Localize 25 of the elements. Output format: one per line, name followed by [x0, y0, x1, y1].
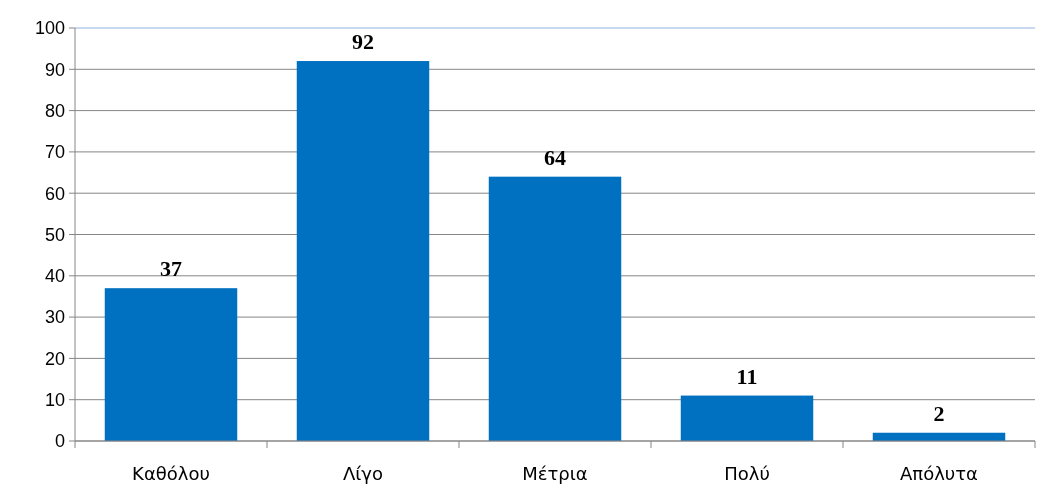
x-tick-label: Πολύ	[724, 463, 770, 484]
x-tick-label: Μέτρια	[522, 463, 588, 484]
data-label: 11	[736, 363, 758, 389]
y-tick-label: 60	[44, 183, 65, 204]
data-label: 2	[933, 400, 945, 426]
data-label: 64	[544, 144, 566, 170]
bar	[488, 176, 622, 441]
y-tick-label: 50	[44, 224, 65, 245]
y-tick-label: 90	[44, 59, 65, 80]
y-tick-label: 70	[44, 142, 65, 163]
y-tick-label: 80	[44, 100, 65, 121]
y-tick-label: 10	[44, 390, 65, 410]
data-label: 37	[160, 256, 182, 282]
bar	[680, 395, 814, 441]
bar	[104, 288, 238, 441]
y-tick-label: 20	[44, 348, 65, 369]
data-label: 92	[352, 29, 374, 55]
y-tick-label: 40	[44, 266, 65, 287]
y-tick-label: 0	[54, 431, 65, 452]
y-tick-label: 30	[44, 307, 65, 328]
x-tick-label: Απόλυτα	[900, 463, 978, 484]
y-tick-label: 100	[34, 18, 65, 39]
x-tick-label: Καθόλου	[132, 463, 210, 484]
bar	[296, 61, 430, 441]
x-tick-label: Λίγο	[342, 463, 384, 484]
